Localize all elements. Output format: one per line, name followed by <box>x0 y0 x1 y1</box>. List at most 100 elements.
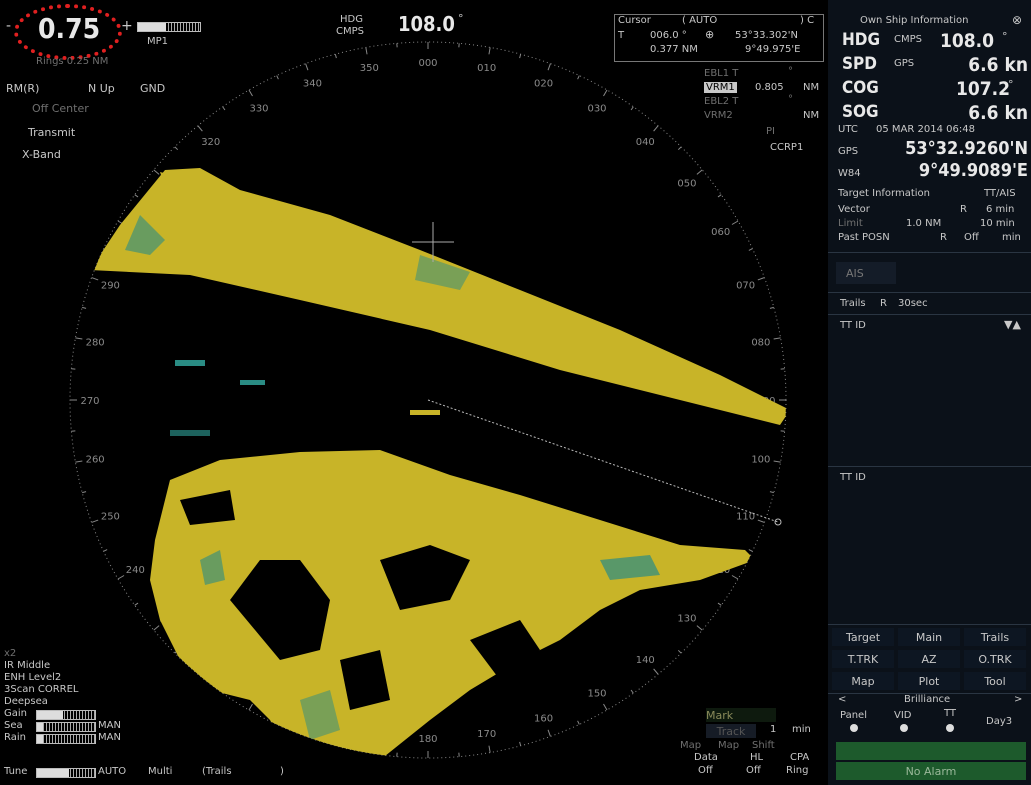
bearing-tick <box>305 63 309 71</box>
bearing-tick <box>153 169 160 175</box>
bearing-tick <box>603 703 608 711</box>
data-label[interactable]: Data <box>694 752 718 763</box>
menu-az-button[interactable]: AZ <box>898 650 960 668</box>
cursor-range: 0.377 NM <box>650 44 698 55</box>
hdg-label: HDG <box>340 14 363 25</box>
track-button[interactable]: Track <box>706 724 756 738</box>
bearing-tick <box>757 277 765 281</box>
stabilization-button[interactable]: GND <box>140 82 166 95</box>
ir-label[interactable]: IR Middle <box>4 660 51 671</box>
bearing-tick <box>577 75 580 80</box>
bearing-label: 060 <box>711 227 730 238</box>
past-posn-off[interactable]: Off <box>964 232 979 243</box>
multi-button[interactable]: Multi <box>148 766 173 777</box>
brilliance-prev-button[interactable]: < <box>838 694 847 705</box>
bearing-tick <box>248 89 253 97</box>
bearing-tick <box>75 337 83 340</box>
menu-ttrk-button[interactable]: T.TRK <box>832 650 894 668</box>
tune-slider[interactable] <box>36 768 96 778</box>
bearing-tick <box>365 47 368 55</box>
bearing-tick <box>773 460 781 463</box>
target-info-source[interactable]: TT/AIS <box>984 188 1016 199</box>
ebl1-button[interactable]: EBL1 T <box>704 68 739 79</box>
sort-arrows-icon[interactable]: ▼▲ <box>1004 318 1021 331</box>
alarm-status-button[interactable]: No Alarm <box>836 762 1026 780</box>
bearing-tick <box>174 146 179 151</box>
bearing-tick <box>603 89 608 97</box>
track-value: 1 <box>770 724 777 735</box>
ais-button[interactable]: AIS <box>836 262 896 284</box>
trails-interval[interactable]: 30sec <box>898 298 928 309</box>
menu-main-button[interactable]: Main <box>898 628 960 646</box>
transmit-button[interactable]: Transmit <box>28 126 76 139</box>
bearing-tick <box>653 668 659 675</box>
bearing-label: 180 <box>418 734 437 745</box>
vrm2-button[interactable]: VRM2 <box>704 110 733 121</box>
motion-mode-button[interactable]: RM(R) <box>6 82 40 95</box>
cursor-crosshair[interactable] <box>412 222 454 262</box>
bearing-label: 040 <box>636 137 655 148</box>
bearing-label: 340 <box>303 78 322 89</box>
band-label: X-Band <box>22 148 61 161</box>
ebl2-button[interactable]: EBL2 T <box>704 96 739 107</box>
bearing-tick <box>696 169 703 175</box>
mark-button[interactable]: Mark <box>706 708 776 722</box>
trails-mode[interactable]: R <box>880 298 887 309</box>
cog-label: COG <box>842 78 879 98</box>
scan-label[interactable]: 3Scan CORREL <box>4 684 79 695</box>
past-posn-mode[interactable]: R <box>940 232 947 243</box>
menu-map-button[interactable]: Map <box>832 672 894 690</box>
bearing-tick <box>769 306 774 309</box>
close-icon[interactable]: ⊗ <box>1012 13 1023 27</box>
bearing-label: 080 <box>751 337 770 348</box>
orientation-button[interactable]: N Up <box>88 82 115 95</box>
map-shift-button[interactable]: Shift <box>752 740 775 751</box>
hl-value: Off <box>746 765 761 776</box>
ebl2-unit: ° <box>788 94 793 105</box>
brilliance-panel-knob[interactable] <box>850 724 858 732</box>
bearing-label: 150 <box>587 689 606 700</box>
rings-label: Rings 0.25 NM <box>36 56 109 67</box>
limit-nm[interactable]: 1.0 NM <box>906 218 942 229</box>
range-plus-button[interactable]: + <box>121 18 133 34</box>
radar-display[interactable]: 0000100200300400500600700800901001101201… <box>0 0 828 785</box>
vector-mode[interactable]: R <box>960 204 967 215</box>
pi-label: PI <box>766 126 775 137</box>
bearing-tick <box>748 549 753 552</box>
menu-trails-button[interactable]: Trails <box>964 628 1026 646</box>
menu-tool-button[interactable]: Tool <box>964 672 1026 690</box>
off-center-button[interactable]: Off Center <box>32 102 89 115</box>
cursor-mode[interactable]: ( AUTO <box>682 15 718 26</box>
trails-button-end: ) <box>280 766 284 777</box>
brilliance-tt-knob[interactable] <box>946 724 954 732</box>
brilliance-next-button[interactable]: > <box>1014 694 1023 705</box>
bearing-label: 010 <box>477 63 496 74</box>
menu-target-button[interactable]: Target <box>832 628 894 646</box>
vector-value[interactable]: 6 min <box>986 204 1015 215</box>
range-minus-button[interactable]: - <box>6 18 12 34</box>
sea-slider[interactable] <box>36 722 96 732</box>
header-hdg-unit: ° <box>458 12 464 25</box>
gain-slider[interactable] <box>36 710 96 720</box>
rain-slider[interactable] <box>36 734 96 744</box>
cog-value: 107.2 <box>956 78 1011 100</box>
bearing-tick <box>547 63 551 71</box>
vrm1-button[interactable]: VRM1 <box>704 82 737 93</box>
vrm2-unit: NM <box>803 110 820 121</box>
menu-otrk-button[interactable]: O.TRK <box>964 650 1026 668</box>
bearing-tick <box>630 106 634 111</box>
trails-button[interactable]: (Trails <box>202 766 232 777</box>
enh-label[interactable]: ENH Level2 <box>4 672 62 683</box>
range-mode-label: MP1 <box>147 36 169 47</box>
menu-plot-button[interactable]: Plot <box>898 672 960 690</box>
mode-label[interactable]: Deepsea <box>4 696 48 707</box>
bearing-label: 100 <box>751 455 770 466</box>
cog-unit: ° <box>1008 78 1014 91</box>
brilliance-vid-knob[interactable] <box>900 724 908 732</box>
day-mode-button[interactable]: Day3 <box>986 716 1013 727</box>
cpa-label[interactable]: CPA <box>790 752 810 763</box>
limit-min[interactable]: 10 min <box>980 218 1015 229</box>
trails-label: Trails <box>840 298 866 309</box>
hl-label[interactable]: HL <box>750 752 764 763</box>
map-shift-map[interactable]: Map <box>718 740 740 751</box>
